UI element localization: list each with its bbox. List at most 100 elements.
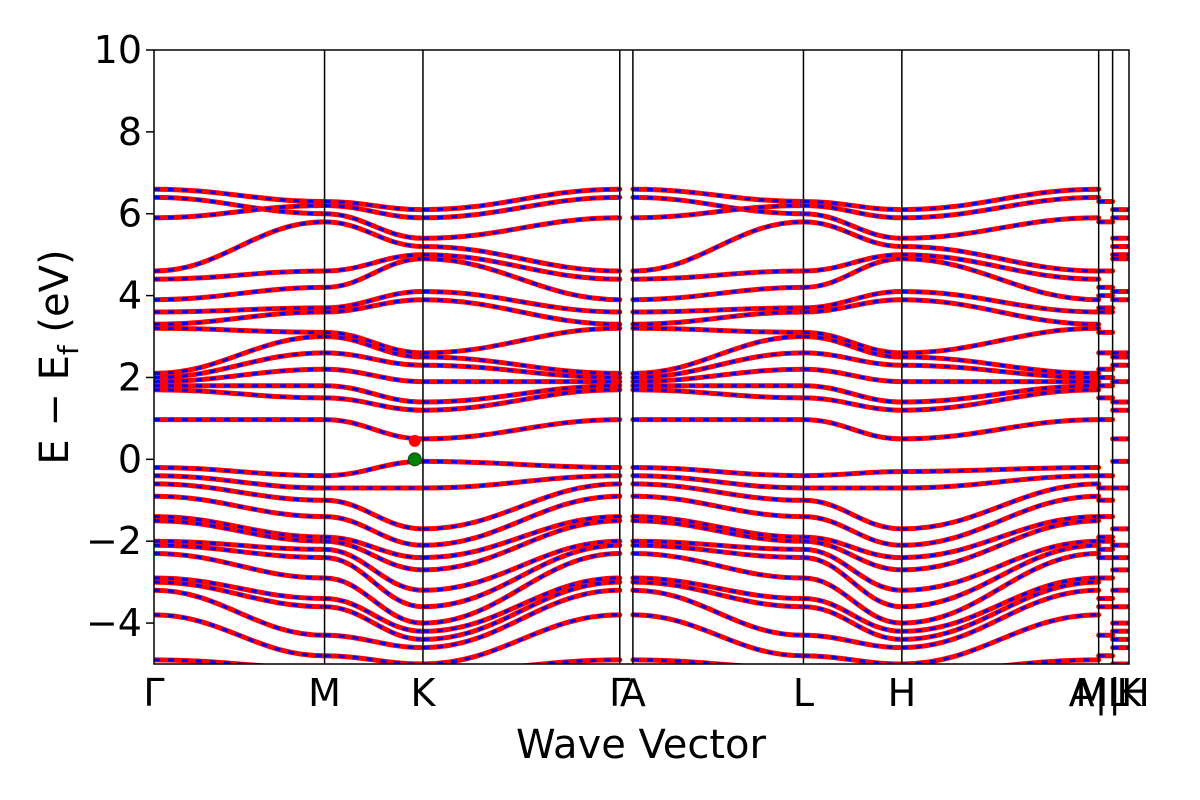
band-line-blue xyxy=(632,576,804,600)
band-line-blue xyxy=(901,245,1099,273)
x-tick-label: Γ xyxy=(143,671,164,715)
band-line-blue xyxy=(632,310,804,326)
band-line-blue xyxy=(901,576,1099,633)
band-edge-markers xyxy=(407,434,422,467)
band-line-blue xyxy=(632,335,804,375)
band-line-blue xyxy=(154,474,325,490)
band-line-blue xyxy=(154,269,325,281)
vbm-marker xyxy=(407,452,422,467)
band-line-blue xyxy=(632,580,804,609)
band-line-blue xyxy=(901,253,1099,281)
band-line-blue xyxy=(526,658,620,664)
band-line-blue xyxy=(901,257,1099,302)
band-line-blue xyxy=(901,494,1099,547)
band-line-blue xyxy=(154,552,325,580)
band-line-blue xyxy=(154,187,325,203)
band-line-blue xyxy=(632,388,804,400)
segment-6 xyxy=(1096,199,1116,659)
band-line-blue xyxy=(324,298,424,314)
band-line-blue xyxy=(632,552,804,580)
band-line-blue xyxy=(803,384,902,404)
band-line-red xyxy=(322,575,426,626)
band-line-blue xyxy=(901,298,1099,326)
band-line-blue xyxy=(901,290,1099,314)
band-line-red xyxy=(899,542,1102,610)
band-line-blue xyxy=(901,195,1099,220)
band-line-blue xyxy=(324,200,424,212)
band-line-blue xyxy=(632,187,804,203)
band-line-blue xyxy=(422,515,620,560)
band-line-blue xyxy=(422,290,620,314)
band-line-red xyxy=(801,575,905,626)
band-line-blue xyxy=(632,220,804,273)
band-line-red xyxy=(801,514,905,548)
y-axis-title-main: E − E xyxy=(32,355,78,465)
band-line-blue xyxy=(422,187,620,212)
band-line-blue xyxy=(632,539,804,551)
band-line-blue xyxy=(324,335,424,359)
band-line-red xyxy=(154,657,274,664)
x-tick-label: K xyxy=(1117,671,1143,715)
band-line-blue xyxy=(324,367,424,384)
y-tick-label: 8 xyxy=(118,110,142,154)
band-line-blue xyxy=(324,290,424,310)
band-line-blue xyxy=(422,494,620,547)
segment-7 xyxy=(1110,207,1129,664)
band-line-blue xyxy=(422,482,620,531)
band-line-blue xyxy=(154,388,325,400)
band-line-blue xyxy=(1005,658,1099,664)
band-line-blue xyxy=(901,474,1099,490)
x-tick-label: M|H xyxy=(1076,671,1150,716)
band-line-blue xyxy=(901,552,1099,625)
band-line-blue xyxy=(422,576,620,633)
band-line-blue xyxy=(901,388,1099,412)
segment-5 xyxy=(899,186,1102,664)
band-line-blue xyxy=(154,220,325,273)
band-line-blue xyxy=(422,519,620,572)
band-line-blue xyxy=(422,474,620,490)
band-line-red xyxy=(322,417,426,442)
band-line-red xyxy=(420,542,623,610)
band-line-blue xyxy=(324,204,424,220)
band-line-blue xyxy=(901,539,1099,592)
band-line-red xyxy=(801,252,905,274)
band-line-red xyxy=(322,546,426,593)
band-line-blue xyxy=(803,298,902,314)
band-line-blue xyxy=(154,515,325,539)
y-axis-title-subscript: f xyxy=(52,344,85,355)
band-line-blue xyxy=(632,269,804,281)
band-line-blue xyxy=(632,367,804,384)
band-line-blue xyxy=(154,351,325,379)
band-line-blue xyxy=(324,535,424,560)
x-tick-label: K xyxy=(411,671,437,715)
y-tick-label: −2 xyxy=(86,519,142,563)
band-line-blue xyxy=(901,515,1099,560)
band-line-red xyxy=(801,256,905,290)
band-line-red xyxy=(322,497,426,532)
band-line-blue xyxy=(632,515,804,539)
band-line-blue xyxy=(422,588,620,650)
band-line-blue xyxy=(901,363,1099,379)
band-line-blue xyxy=(803,556,902,609)
band-line-blue xyxy=(154,195,325,216)
segment-0 xyxy=(154,186,328,664)
band-line-blue xyxy=(632,466,804,478)
segment-2 xyxy=(420,186,623,664)
band-line-red xyxy=(801,417,905,442)
high-symmetry-lines xyxy=(323,50,1114,664)
band-line-red xyxy=(801,604,905,642)
band-line-blue xyxy=(422,253,620,281)
y-axis-title-unit: (eV) xyxy=(32,249,78,345)
band-line-blue xyxy=(901,466,1099,474)
band-line-blue xyxy=(422,326,620,355)
band-line-blue xyxy=(632,195,804,216)
band-line-blue xyxy=(632,204,804,220)
band-line-blue xyxy=(632,494,804,519)
x-tick-label: M xyxy=(308,671,341,715)
band-line-blue xyxy=(901,326,1099,355)
band-line-blue xyxy=(901,187,1099,212)
band-line-red xyxy=(322,596,426,634)
x-axis: Γ M K ΓA L H A|LM|HK xyxy=(143,671,1149,716)
segment-3 xyxy=(630,186,806,664)
